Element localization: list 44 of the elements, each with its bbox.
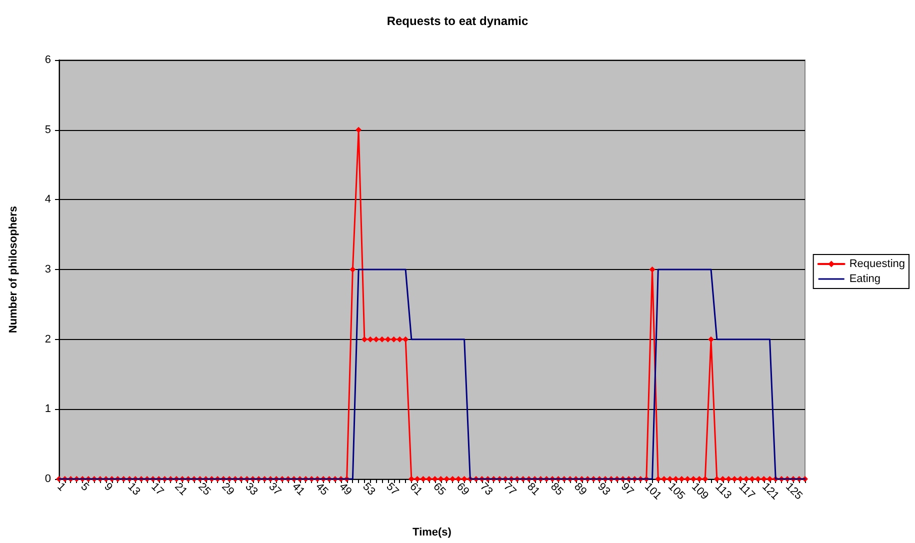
x-tick-label: 49 [336, 480, 354, 498]
y-tick-label: 2 [44, 333, 51, 346]
x-tick-label: 81 [524, 480, 542, 498]
x-tick-label: 61 [407, 480, 424, 498]
chart-title: Requests to eat dynamic [386, 14, 529, 28]
x-tick-label: 37 [266, 480, 284, 498]
legend-label: Eating [849, 273, 881, 285]
x-tick-label: 45 [313, 480, 330, 498]
x-tick-label: 57 [384, 480, 401, 498]
y-tick-label: 1 [44, 403, 51, 416]
y-tick-label: 3 [44, 264, 51, 276]
y-tick-label: 4 [44, 194, 51, 206]
x-tick-label: 101 [642, 480, 664, 502]
x-tick-label: 1 [54, 480, 68, 494]
x-tick-label: 89 [572, 480, 589, 498]
x-tick-label: 85 [548, 480, 566, 498]
x-tick-label: 105 [666, 480, 688, 502]
x-tick-label: 53 [360, 480, 378, 498]
x-tick-label: 5 [78, 480, 92, 494]
x-tick-label: 65 [430, 480, 448, 498]
x-axis-title: Time(s) [412, 526, 452, 538]
x-tick-label: 29 [219, 480, 236, 498]
x-tick-label: 93 [595, 480, 612, 498]
x-tick-label: 41 [290, 480, 307, 498]
x-tick-label: 97 [618, 480, 636, 498]
x-tick-label: 17 [148, 480, 166, 498]
x-tick-label: 109 [689, 480, 711, 502]
y-tick-label: 5 [44, 124, 51, 136]
x-tick-label: 9 [102, 480, 115, 494]
x-tick-label: 121 [760, 480, 782, 502]
x-tick-label: 25 [196, 480, 213, 498]
x-tick-label: 125 [783, 480, 805, 502]
y-axis-title: Number of philosophers [8, 206, 20, 334]
x-tick-label: 33 [242, 480, 260, 498]
x-tick-label: 13 [125, 480, 142, 498]
x-tick-label: 117 [736, 480, 758, 502]
legend-label: Requesting [849, 258, 906, 270]
x-tick-label: 113 [712, 480, 734, 502]
x-tick-label: 69 [454, 480, 472, 498]
y-tick-label: 0 [44, 473, 51, 485]
x-tick-label: 73 [478, 480, 495, 498]
y-tick-label: 6 [44, 54, 51, 66]
x-tick-label: 77 [501, 480, 518, 498]
x-tick-label: 21 [172, 480, 190, 498]
